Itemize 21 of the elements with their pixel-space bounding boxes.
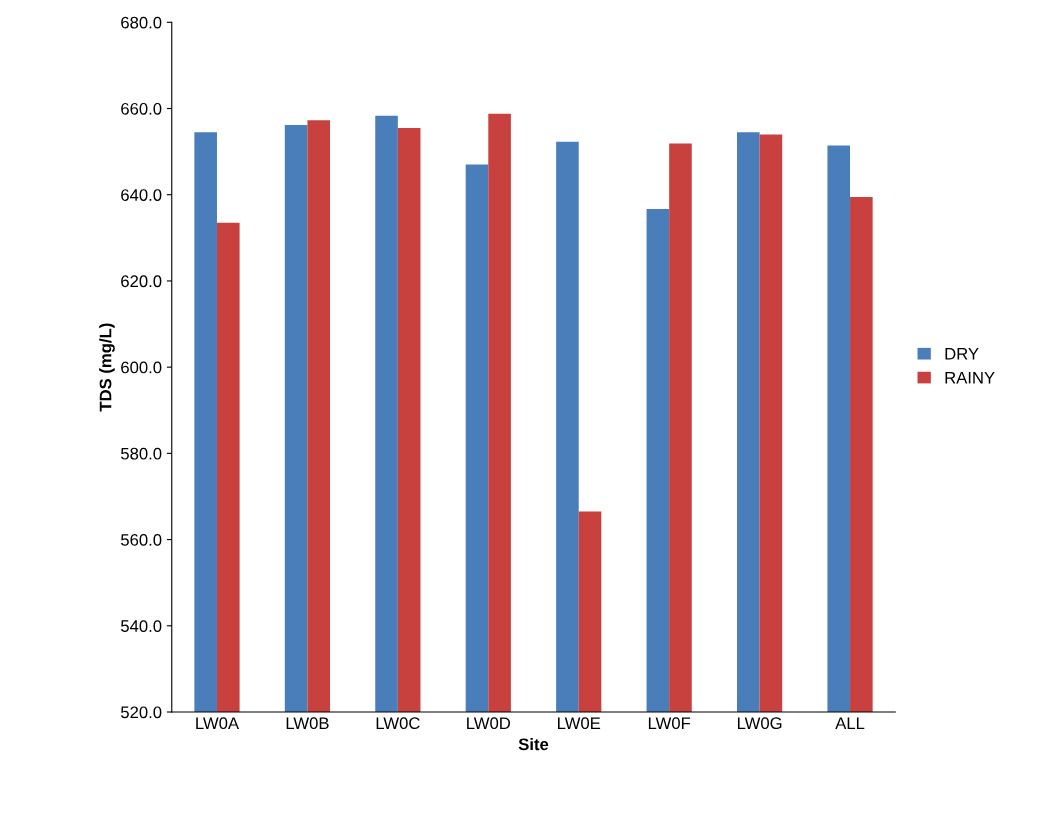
legend-label: RAINY [945,371,995,384]
y-tick-label: 540.0 [121,620,162,632]
legend-label: DRY [945,348,979,360]
y-tick-label: 580.0 [121,447,162,460]
y-tick-label: 560.0 [121,533,162,546]
x-tick-label: LW0G [737,717,782,730]
y-tick-label: 680.0 [121,16,162,29]
y-axis-title: TDS (mg/L) [99,323,115,412]
x-tick-label: LW0D [467,717,511,730]
x-tick-label: LW0A [196,717,240,730]
x-tick-label: LW0C [376,717,420,730]
y-tick-label: 640.0 [121,189,162,201]
x-tick-label: ALL [835,717,865,729]
y-tick-label: 600.0 [121,361,162,374]
x-tick-label: LW0B [286,717,329,730]
y-tick-label: 520.0 [121,706,162,719]
x-axis-title: Site [518,737,549,751]
y-tick-label: 660.0 [121,102,162,115]
y-tick-label: 620.0 [121,275,162,288]
x-tick-label: LW0E [558,717,601,730]
x-tick-label: LW0F [648,717,691,730]
